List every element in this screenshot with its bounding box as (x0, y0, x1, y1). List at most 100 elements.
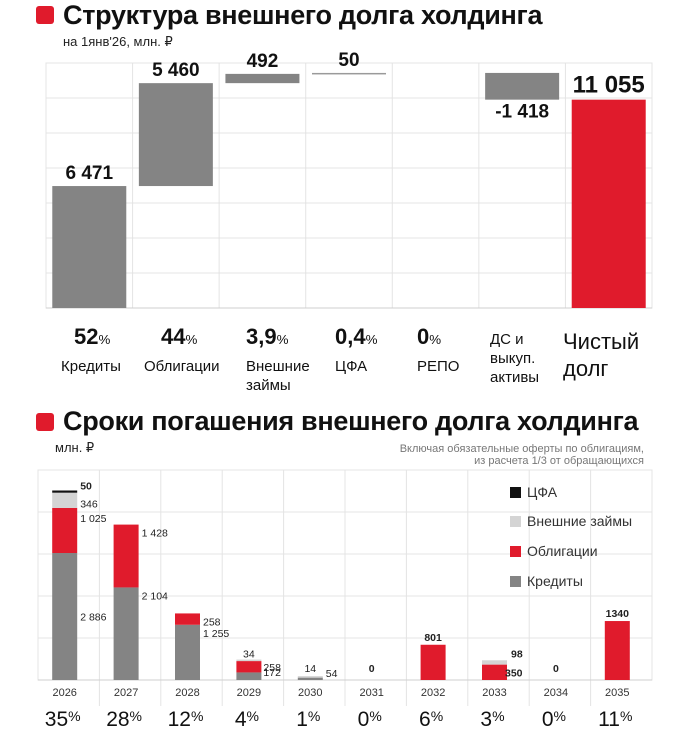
maturity-percent-value: 4 (235, 708, 247, 731)
x-tick-label: 2035 (605, 687, 629, 699)
stack-value-label: 50 (80, 480, 92, 492)
maturity-percent: 0% (542, 708, 566, 731)
structure-subtitle: на 1янв'26, млн. ₽ (63, 34, 173, 49)
section-marker-icon (36, 6, 54, 24)
waterfall-total-bar (571, 99, 646, 309)
legend-label: Кредиты (527, 573, 583, 589)
stack-segment (297, 676, 323, 678)
stack-value-label: 1 025 (80, 513, 106, 525)
stack-value-label: 34 (243, 649, 255, 661)
maturity-percent-value: 6 (419, 708, 431, 731)
maturity-percent-sign: % (620, 708, 632, 724)
maturity-percent-value: 12 (168, 708, 191, 731)
stack-segment (420, 644, 446, 680)
stack-segment (604, 621, 630, 680)
legend-item-bonds: Облигации (510, 543, 598, 559)
pct-repo: 0% (417, 324, 441, 350)
maturity-percent-value: 0 (542, 708, 554, 731)
structure-title: Структура внешнего долга холдинга (63, 0, 543, 30)
legend-item-external-loans: Внешние займы (510, 513, 632, 529)
stack-segment (482, 660, 507, 665)
maturity-percent: 4% (235, 708, 259, 731)
pct-external-loans: 3,9% (246, 324, 288, 350)
waterfall-value-label: -1 418 (495, 102, 549, 123)
pct-value: 0,4 (335, 324, 366, 349)
x-tick-label: 2032 (421, 687, 445, 699)
maturity-title: Сроки погашения внешнего долга холдинга (63, 406, 639, 436)
x-tick-label: 2026 (52, 687, 76, 699)
waterfall-bar (485, 72, 560, 100)
stack-value-label: 346 (80, 498, 98, 510)
legend-item-credits: Кредиты (510, 573, 583, 589)
stack-value-label: 0 (553, 663, 559, 675)
maturity-percent-sign: % (431, 708, 443, 724)
stack-segment (236, 672, 262, 680)
maturity-percent-value: 28 (106, 708, 129, 731)
maturity-percent-value: 11 (598, 708, 620, 731)
stack-segment (52, 507, 78, 554)
pct-credits: 52% (74, 324, 110, 350)
legend-swatch-icon (510, 516, 521, 527)
x-tick-label: 2034 (544, 687, 568, 699)
waterfall-value-label: 50 (338, 50, 359, 71)
section-marker-icon (36, 413, 54, 431)
waterfall-value-label: 5 460 (152, 60, 200, 81)
stack-segment (52, 492, 78, 508)
stack-segment (175, 613, 200, 625)
maturity-note-line2: из расчета 1/3 от обращающихся (474, 455, 644, 467)
legend-swatch-icon (510, 546, 521, 557)
stack-value-label: 54 (326, 668, 338, 680)
x-tick-label: 2028 (175, 687, 199, 699)
maturity-percent-sign: % (68, 708, 80, 724)
maturity-note: Включая обязательные оферты по облигация… (400, 443, 644, 467)
stack-segment (236, 661, 262, 673)
x-tick-label: 2033 (482, 687, 506, 699)
maturity-percent-sign: % (554, 708, 566, 724)
structure-waterfall-chart: 6 471 5 460 492 50 -1 418 11 055 (45, 50, 653, 309)
stack-value-label: 1 255 (203, 628, 229, 640)
waterfall-value-label: 11 055 (573, 72, 645, 99)
stack-segment (297, 677, 323, 680)
maturity-percent-sign: % (191, 708, 203, 724)
pct-sign: % (276, 332, 289, 347)
maturity-percent: 28% (106, 708, 142, 731)
maturity-percent-sign: % (247, 708, 259, 724)
cat-credits: Кредиты (61, 358, 121, 375)
maturity-percent: 6% (419, 708, 443, 731)
maturity-percent-sign: % (308, 708, 320, 724)
legend-item-cfa: ЦФА (510, 484, 557, 500)
cat-net-debt: Чистый долг (563, 329, 640, 381)
stack-value-label: 350 (505, 667, 523, 679)
maturity-note-line1: Включая обязательные оферты по облигация… (399, 443, 644, 455)
stack-segment (113, 524, 139, 588)
waterfall-value-label: 492 (247, 51, 279, 72)
stack-segment (52, 553, 78, 680)
stack-segment (52, 490, 78, 493)
stack-value-label: 801 (424, 632, 442, 644)
stack-value-label: 1340 (606, 608, 630, 620)
legend-swatch-icon (510, 576, 521, 587)
stack-value-label: 258 (203, 616, 221, 628)
x-tick-label: 2027 (114, 687, 138, 699)
pct-cfa: 0,4% (335, 324, 377, 350)
waterfall-bar (312, 72, 386, 75)
waterfall-value-label: 6 471 (66, 163, 114, 184)
maturity-percent: 35% (45, 708, 81, 731)
stack-segment (113, 587, 139, 680)
maturity-percent: 11% (598, 708, 632, 731)
stack-value-label: 2 104 (142, 590, 168, 602)
pct-sign: % (365, 332, 378, 347)
maturity-percent-sign: % (369, 708, 381, 724)
stack-value-label: 1 428 (142, 528, 168, 540)
maturity-percent: 12% (168, 708, 204, 731)
cat-repo: РЕПО (417, 358, 460, 375)
pct-bonds: 44% (161, 324, 197, 350)
pct-sign: % (185, 332, 198, 347)
pct-value: 44 (161, 324, 186, 349)
maturity-percent: 1% (296, 708, 320, 731)
x-tick-label: 2031 (359, 687, 383, 699)
pct-value: 0 (417, 324, 430, 349)
legend-swatch-icon (510, 487, 521, 498)
waterfall-bar (138, 83, 213, 187)
